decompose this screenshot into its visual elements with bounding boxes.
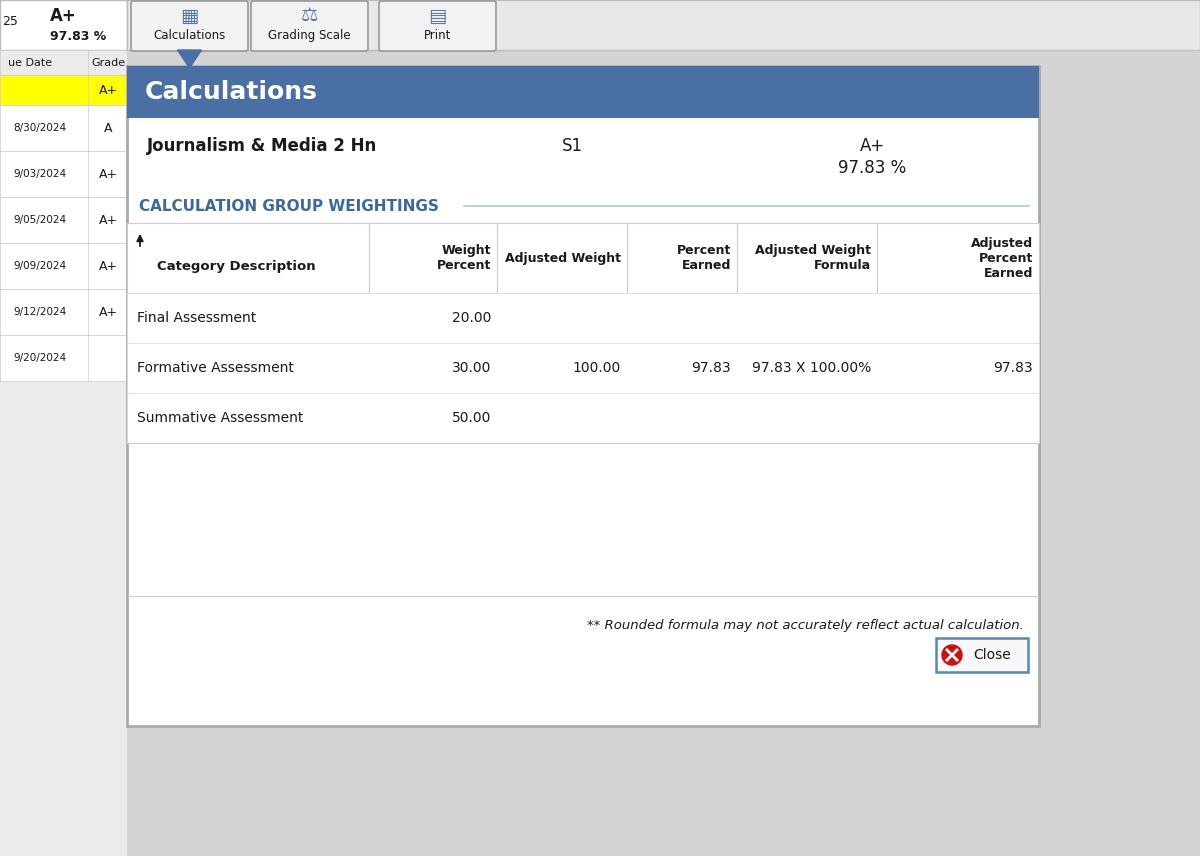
Text: Category Description: Category Description (157, 259, 316, 272)
Text: 97.83 X 100.00%: 97.83 X 100.00% (751, 361, 871, 375)
Text: ▦: ▦ (180, 7, 199, 26)
FancyBboxPatch shape (0, 50, 127, 75)
Text: 97.83 %: 97.83 % (838, 159, 906, 177)
Text: Percent
Earned: Percent Earned (677, 244, 731, 272)
Text: ** Rounded formula may not accurately reflect actual calculation.: ** Rounded formula may not accurately re… (587, 620, 1024, 633)
Text: Weight
Percent: Weight Percent (437, 244, 491, 272)
Text: 50.00: 50.00 (451, 411, 491, 425)
Text: Grade: Grade (91, 58, 125, 68)
FancyBboxPatch shape (251, 1, 368, 51)
FancyBboxPatch shape (0, 75, 127, 105)
FancyBboxPatch shape (628, 223, 737, 293)
Text: 9/12/2024: 9/12/2024 (13, 307, 67, 317)
Text: Final Assessment: Final Assessment (137, 311, 257, 325)
Text: 100.00: 100.00 (572, 361, 622, 375)
FancyBboxPatch shape (127, 343, 1039, 393)
Text: A+: A+ (98, 306, 118, 318)
FancyBboxPatch shape (0, 197, 127, 243)
Text: A+: A+ (98, 84, 118, 97)
Text: Close: Close (973, 648, 1010, 662)
FancyBboxPatch shape (127, 393, 1039, 443)
Text: 9/09/2024: 9/09/2024 (13, 261, 66, 271)
Text: ▤: ▤ (428, 7, 446, 26)
Circle shape (942, 645, 962, 665)
FancyBboxPatch shape (127, 66, 1039, 726)
FancyBboxPatch shape (127, 0, 1200, 50)
FancyBboxPatch shape (737, 223, 877, 293)
Text: S1: S1 (562, 137, 582, 155)
FancyBboxPatch shape (0, 335, 127, 381)
Text: A+: A+ (98, 213, 118, 227)
FancyBboxPatch shape (0, 0, 127, 50)
Polygon shape (178, 50, 202, 68)
FancyBboxPatch shape (127, 293, 1039, 343)
Text: 25: 25 (2, 15, 18, 27)
Text: Calculations: Calculations (154, 28, 226, 41)
Text: 8/30/2024: 8/30/2024 (13, 123, 66, 133)
Text: 97.83: 97.83 (994, 361, 1033, 375)
Text: Print: Print (424, 28, 451, 41)
FancyBboxPatch shape (370, 223, 497, 293)
FancyBboxPatch shape (936, 638, 1028, 672)
Text: A+: A+ (50, 7, 77, 25)
Text: 97.83: 97.83 (691, 361, 731, 375)
Text: A+: A+ (98, 259, 118, 272)
FancyBboxPatch shape (379, 1, 496, 51)
Text: ue Date: ue Date (8, 58, 52, 68)
Text: 20.00: 20.00 (451, 311, 491, 325)
FancyBboxPatch shape (0, 289, 127, 335)
FancyBboxPatch shape (0, 243, 127, 289)
Text: 9/05/2024: 9/05/2024 (13, 215, 66, 225)
Text: 97.83 %: 97.83 % (50, 29, 107, 43)
FancyBboxPatch shape (497, 223, 628, 293)
FancyBboxPatch shape (0, 105, 127, 151)
FancyBboxPatch shape (131, 1, 248, 51)
Text: 9/20/2024: 9/20/2024 (13, 353, 66, 363)
Text: Adjusted Weight
Formula: Adjusted Weight Formula (755, 244, 871, 272)
Text: Journalism & Media 2 Hn: Journalism & Media 2 Hn (148, 137, 377, 155)
FancyBboxPatch shape (127, 66, 1039, 118)
Text: A: A (103, 122, 113, 134)
Text: Grading Scale: Grading Scale (268, 28, 350, 41)
Text: Summative Assessment: Summative Assessment (137, 411, 304, 425)
Text: ⚖: ⚖ (301, 7, 318, 26)
Text: 9/03/2024: 9/03/2024 (13, 169, 66, 179)
Text: Calculations: Calculations (145, 80, 318, 104)
Text: Adjusted
Percent
Earned: Adjusted Percent Earned (971, 236, 1033, 280)
FancyBboxPatch shape (0, 151, 127, 197)
Text: A+: A+ (859, 137, 884, 155)
Text: Adjusted Weight: Adjusted Weight (505, 252, 622, 265)
FancyBboxPatch shape (0, 0, 127, 856)
Text: A+: A+ (98, 168, 118, 181)
FancyBboxPatch shape (877, 223, 1039, 293)
Text: Formative Assessment: Formative Assessment (137, 361, 294, 375)
Text: CALCULATION GROUP WEIGHTINGS: CALCULATION GROUP WEIGHTINGS (139, 199, 439, 213)
Text: 30.00: 30.00 (451, 361, 491, 375)
FancyBboxPatch shape (127, 223, 370, 293)
